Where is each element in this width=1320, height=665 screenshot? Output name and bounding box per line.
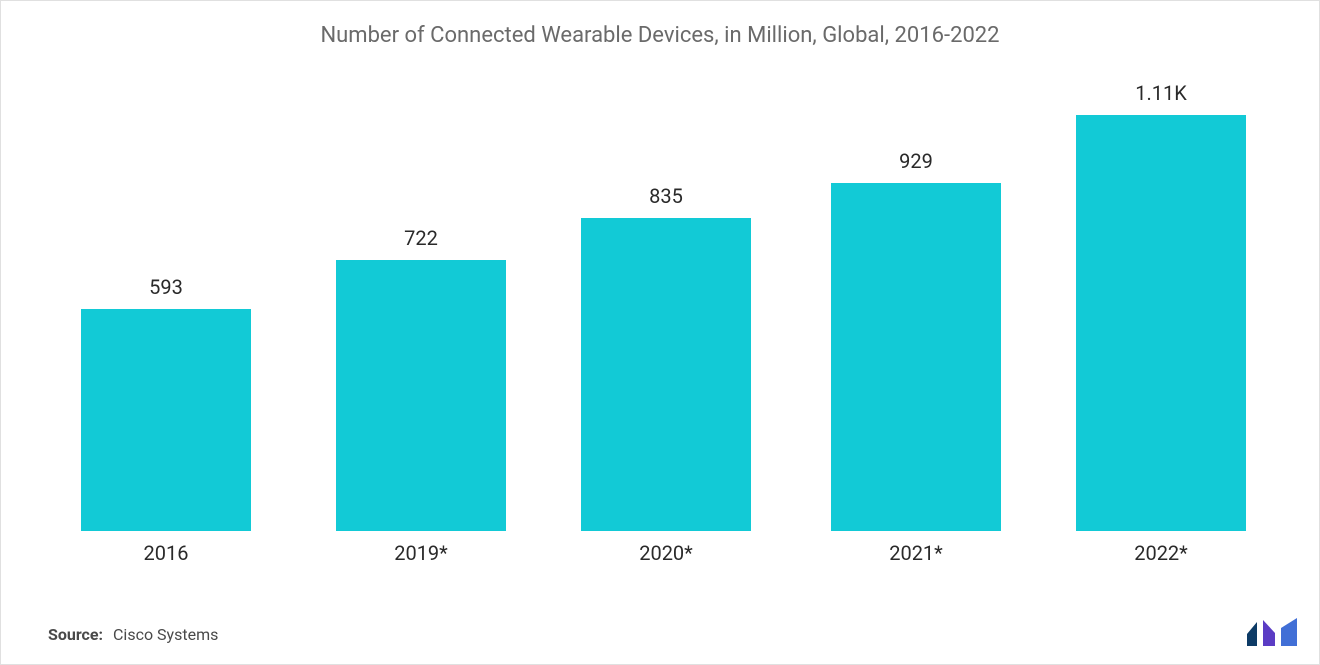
bar-value-label: 1.11K	[1076, 81, 1246, 105]
bar-value-label: 722	[336, 226, 506, 250]
bar	[1076, 115, 1246, 531]
bar	[336, 260, 506, 531]
bar	[831, 183, 1001, 531]
logo-bar-2	[1263, 620, 1275, 646]
source-value: Cisco Systems	[113, 625, 218, 644]
x-axis-label: 2022*	[1134, 541, 1188, 565]
logo-bar-3	[1281, 618, 1297, 646]
bar-group: 722	[336, 260, 506, 531]
bar-value-label: 835	[581, 184, 751, 208]
chart-title: Number of Connected Wearable Devices, in…	[1, 23, 1319, 48]
source-label: Source:	[48, 625, 103, 644]
x-axis-label: 2016	[144, 541, 189, 565]
x-axis-label: 2020*	[639, 541, 693, 565]
bar	[81, 309, 251, 531]
bar-value-label: 593	[81, 275, 251, 299]
bar-plot-area: 593 722 835 929 1.11K	[1, 81, 1319, 531]
source-citation: Source: Cisco Systems	[48, 625, 218, 644]
x-axis-label: 2019*	[394, 541, 448, 565]
bar-group: 835	[581, 218, 751, 531]
bar-value-label: 929	[831, 149, 1001, 173]
bar-group: 1.11K	[1076, 115, 1246, 531]
logo-bar-1	[1247, 622, 1257, 646]
bar-group: 929	[831, 183, 1001, 531]
mordor-intelligence-logo-icon	[1245, 616, 1301, 650]
bar-group: 593	[81, 309, 251, 531]
bar	[581, 218, 751, 531]
x-axis-label: 2021*	[889, 541, 943, 565]
chart-container: Number of Connected Wearable Devices, in…	[0, 0, 1320, 665]
